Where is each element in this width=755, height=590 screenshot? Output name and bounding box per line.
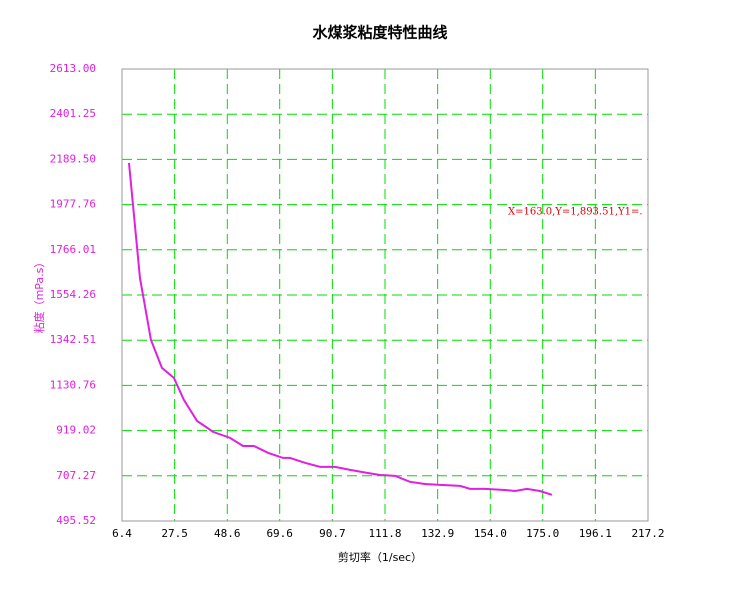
x-tick-label: 69.6 — [266, 527, 293, 540]
x-tick-label: 6.4 — [112, 527, 132, 540]
plot-frame — [121, 68, 649, 522]
y-tick-label: 1342.51 — [50, 333, 96, 346]
y-axis-label: 粘度（mPa.s） — [32, 257, 46, 334]
annotation: X=163.0,Y=1,893.51,Y1=. — [508, 207, 643, 218]
y-tick-label: 495.52 — [56, 514, 96, 527]
x-tick-label: 217.2 — [631, 527, 664, 540]
x-tick-label: 154.0 — [474, 527, 507, 540]
y-tick-label: 2401.25 — [50, 107, 96, 120]
y-tick-label: 2189.50 — [50, 152, 96, 165]
x-tick-label: 132.9 — [421, 527, 454, 540]
x-tick-label: 48.6 — [214, 527, 241, 540]
x-tick-label: 175.0 — [526, 527, 559, 540]
y-tick-label: 919.02 — [56, 424, 96, 437]
data-line — [127, 162, 553, 496]
y-tick-label: 1977.76 — [50, 198, 96, 211]
x-tick-label: 27.5 — [161, 527, 188, 540]
x-tick-label: 90.7 — [319, 527, 346, 540]
y-tick-label: 1766.01 — [50, 243, 96, 256]
x-tick-label: 111.8 — [368, 527, 401, 540]
chart-title: 水煤浆粘度特性曲线 — [312, 24, 447, 42]
y-tick-label: 707.27 — [56, 469, 96, 482]
y-tick-label: 1130.76 — [50, 378, 96, 391]
x-axis-label: 剪切率（1/sec） — [338, 550, 422, 564]
y-tick-label: 1554.26 — [50, 288, 96, 301]
x-tick-label: 196.1 — [579, 527, 612, 540]
y-tick-label: 2613.00 — [50, 62, 96, 75]
